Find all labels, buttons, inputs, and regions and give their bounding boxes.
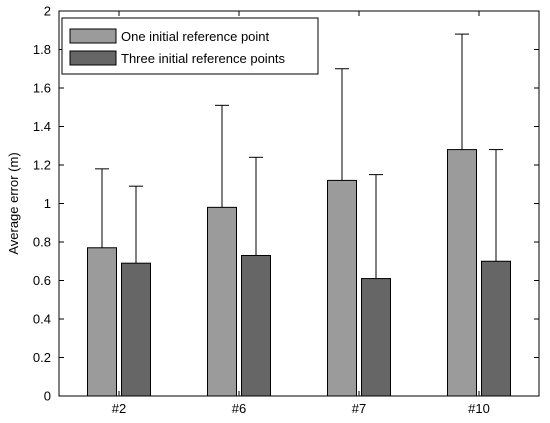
x-tick-label-3: #10 bbox=[468, 401, 490, 416]
legend-label-three-references: Three initial reference points bbox=[121, 51, 286, 66]
ticks-layer: #2 #6 #7 #10 0 0.2 0.4 0.6 0.8 1 1.2 1.4 1.6 1.8 2 bbox=[33, 4, 539, 416]
y-tick-label-5: 1 bbox=[44, 196, 51, 211]
x-tick-label-1: #6 bbox=[232, 401, 246, 416]
y-tick-label-4: 0.8 bbox=[33, 235, 51, 250]
x-tick-label-0: #2 bbox=[112, 401, 126, 416]
bar-three-ref-0 bbox=[121, 262, 151, 397]
bar-three-ref-1 bbox=[241, 254, 271, 397]
bar-one-ref-2 bbox=[327, 179, 357, 397]
y-tick-label-2: 0.4 bbox=[33, 312, 51, 327]
y-axis-label: Average error (m) bbox=[6, 152, 21, 254]
y-tick-label-10: 2 bbox=[44, 4, 51, 19]
error-bars-layer bbox=[95, 33, 503, 279]
y-tick-label-0: 0 bbox=[44, 389, 51, 404]
y-tick-label-3: 0.6 bbox=[33, 273, 51, 288]
bars-layer bbox=[87, 149, 511, 397]
y-tick-label-7: 1.4 bbox=[33, 119, 51, 134]
y-tick-label-9: 1.8 bbox=[33, 42, 51, 57]
bar-three-ref-2 bbox=[361, 278, 391, 397]
y-tick-label-1: 0.2 bbox=[33, 350, 51, 365]
bar-one-ref-3 bbox=[447, 149, 477, 397]
legend-swatch-three-references bbox=[69, 50, 117, 66]
legend-swatch-one-reference bbox=[69, 28, 117, 44]
legend: One initial reference point Three initia… bbox=[61, 17, 319, 75]
y-tick-label-8: 1.6 bbox=[33, 81, 51, 96]
bar-one-ref-0 bbox=[87, 247, 117, 397]
x-tick-label-2: #7 bbox=[352, 401, 366, 416]
bar-one-ref-1 bbox=[207, 206, 237, 397]
bar-three-ref-3 bbox=[481, 260, 511, 397]
y-tick-label-6: 1.2 bbox=[33, 158, 51, 173]
legend-label-one-reference: One initial reference point bbox=[121, 29, 270, 44]
